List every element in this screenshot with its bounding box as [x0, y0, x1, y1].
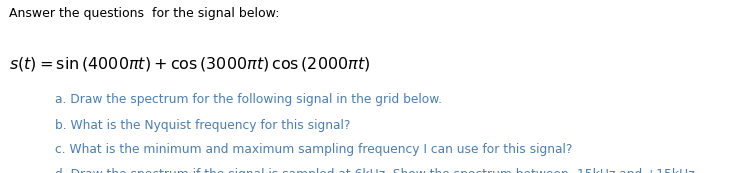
- Text: d. Draw the spectrum if the signal is sampled at 6kHz. Show the spectrum between: d. Draw the spectrum if the signal is sa…: [55, 168, 699, 173]
- Text: Answer the questions  for the signal below:: Answer the questions for the signal belo…: [9, 7, 280, 20]
- Text: c. What is the minimum and maximum sampling frequency I can use for this signal?: c. What is the minimum and maximum sampl…: [55, 143, 573, 156]
- Text: a. Draw the spectrum for the following signal in the grid below.: a. Draw the spectrum for the following s…: [55, 93, 442, 106]
- Text: b. What is the Nyquist frequency for this signal?: b. What is the Nyquist frequency for thi…: [55, 119, 350, 132]
- Text: $s(t) = \mathrm{sin}\,(4000\pi t)+\mathrm{cos}\,(3000\pi t)\,\mathrm{cos}\,(2000: $s(t) = \mathrm{sin}\,(4000\pi t)+\mathr…: [9, 55, 371, 73]
